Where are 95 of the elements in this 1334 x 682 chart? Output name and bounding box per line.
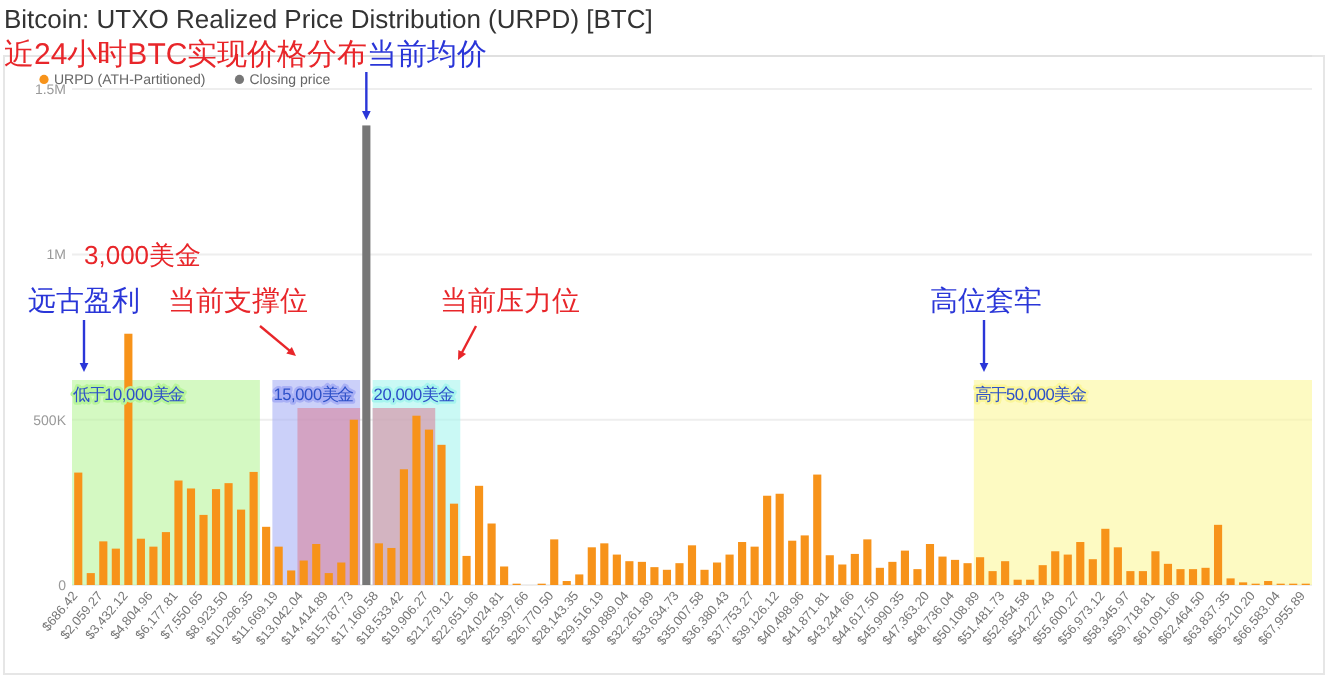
annotation: 高位套牢 (930, 284, 1042, 316)
bar (136, 538, 145, 585)
bar (399, 469, 408, 585)
bar (86, 573, 95, 585)
bar (700, 569, 709, 585)
bar (662, 569, 672, 585)
bar (838, 564, 847, 585)
bar (750, 546, 759, 585)
bar (299, 560, 308, 585)
bar (900, 550, 909, 585)
bar (111, 548, 120, 585)
bar (1026, 579, 1035, 585)
bar (324, 573, 333, 585)
bar (600, 543, 609, 585)
bar (1063, 554, 1072, 585)
bar (262, 526, 271, 585)
bar (550, 539, 559, 585)
bar (424, 429, 434, 585)
bar (800, 535, 809, 585)
bar (1038, 565, 1047, 585)
bar (1013, 579, 1022, 585)
bar (1163, 563, 1173, 585)
bar (675, 563, 684, 585)
bar (938, 556, 947, 585)
bar (149, 546, 158, 585)
bar (687, 545, 697, 585)
annotation: 当前均价 (367, 38, 488, 72)
bar (988, 571, 997, 585)
bar (224, 483, 233, 585)
bar (500, 566, 509, 585)
bar (312, 544, 321, 585)
annotation: 当前压力位 (440, 284, 580, 316)
bar (950, 559, 960, 585)
annotation: 3,000美金 (84, 240, 202, 270)
bar (237, 509, 246, 585)
bar (161, 532, 171, 585)
bar (437, 444, 446, 585)
bar (274, 546, 283, 585)
bar (575, 574, 584, 585)
annotation: 近24小时BTC实现价格分布 (4, 38, 368, 72)
bar (186, 488, 196, 585)
bar (1201, 567, 1210, 585)
bar (1076, 542, 1085, 585)
bar (637, 561, 646, 585)
bar (1176, 569, 1185, 585)
bar (337, 562, 346, 585)
bar (1138, 571, 1147, 585)
bar (74, 472, 83, 585)
bar (387, 547, 396, 585)
bar (1113, 547, 1122, 585)
bar (888, 561, 897, 585)
bar (475, 485, 484, 585)
bar (412, 415, 421, 585)
bar (1051, 551, 1060, 585)
bar (1001, 561, 1010, 585)
bar (1101, 528, 1110, 585)
bar (99, 541, 108, 585)
bar (1226, 578, 1235, 585)
bar (788, 540, 797, 585)
bar (199, 514, 208, 585)
annotation: 当前支撑位 (168, 284, 308, 316)
bar (1151, 551, 1160, 585)
bar (963, 563, 972, 585)
bar (287, 570, 296, 585)
bar (775, 493, 784, 585)
bar (976, 557, 985, 585)
bar (612, 554, 621, 585)
bar (763, 495, 772, 585)
bar (738, 542, 747, 585)
bar (587, 547, 596, 585)
bar (625, 561, 634, 585)
bar (487, 523, 496, 585)
annotation: 远古盈利 (28, 284, 140, 316)
bar (725, 554, 734, 585)
bar (913, 569, 922, 585)
bar (825, 555, 834, 585)
bar (249, 471, 258, 585)
chart-title: Bitcoin: UTXO Realized Price Distribution (URPD) [BTC] (4, 4, 653, 34)
bar (925, 544, 935, 585)
bar (1126, 571, 1135, 585)
bar (211, 489, 221, 585)
bar (850, 553, 859, 585)
bar (863, 539, 872, 585)
bar (349, 419, 358, 585)
bar (462, 555, 471, 585)
bar (1213, 524, 1223, 585)
bar (813, 474, 822, 585)
bar (1188, 569, 1198, 585)
bar (1088, 559, 1097, 585)
bar (650, 567, 659, 585)
bar (174, 480, 183, 585)
bar (875, 567, 884, 585)
bar (712, 562, 722, 585)
bar (374, 543, 383, 585)
bar (449, 503, 459, 585)
